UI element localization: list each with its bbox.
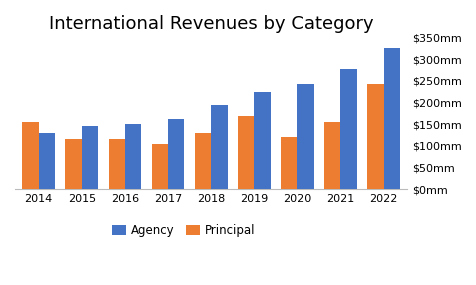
Bar <box>280 137 297 190</box>
Bar <box>367 84 383 190</box>
Bar <box>109 139 125 190</box>
Legend: Agency, Principal: Agency, Principal <box>107 220 260 242</box>
Bar <box>254 92 270 190</box>
Bar <box>39 133 55 190</box>
Bar <box>323 122 340 190</box>
Bar <box>82 127 98 190</box>
Bar <box>211 105 227 190</box>
Bar <box>383 48 399 190</box>
Bar <box>297 84 313 190</box>
Bar <box>194 133 211 190</box>
Bar <box>65 139 82 190</box>
Bar <box>22 122 39 190</box>
Bar <box>340 69 356 190</box>
Bar <box>125 124 141 190</box>
Bar <box>151 144 168 190</box>
Bar <box>238 115 254 190</box>
Title: International Revenues by Category: International Revenues by Category <box>49 15 373 33</box>
Bar <box>168 119 184 190</box>
